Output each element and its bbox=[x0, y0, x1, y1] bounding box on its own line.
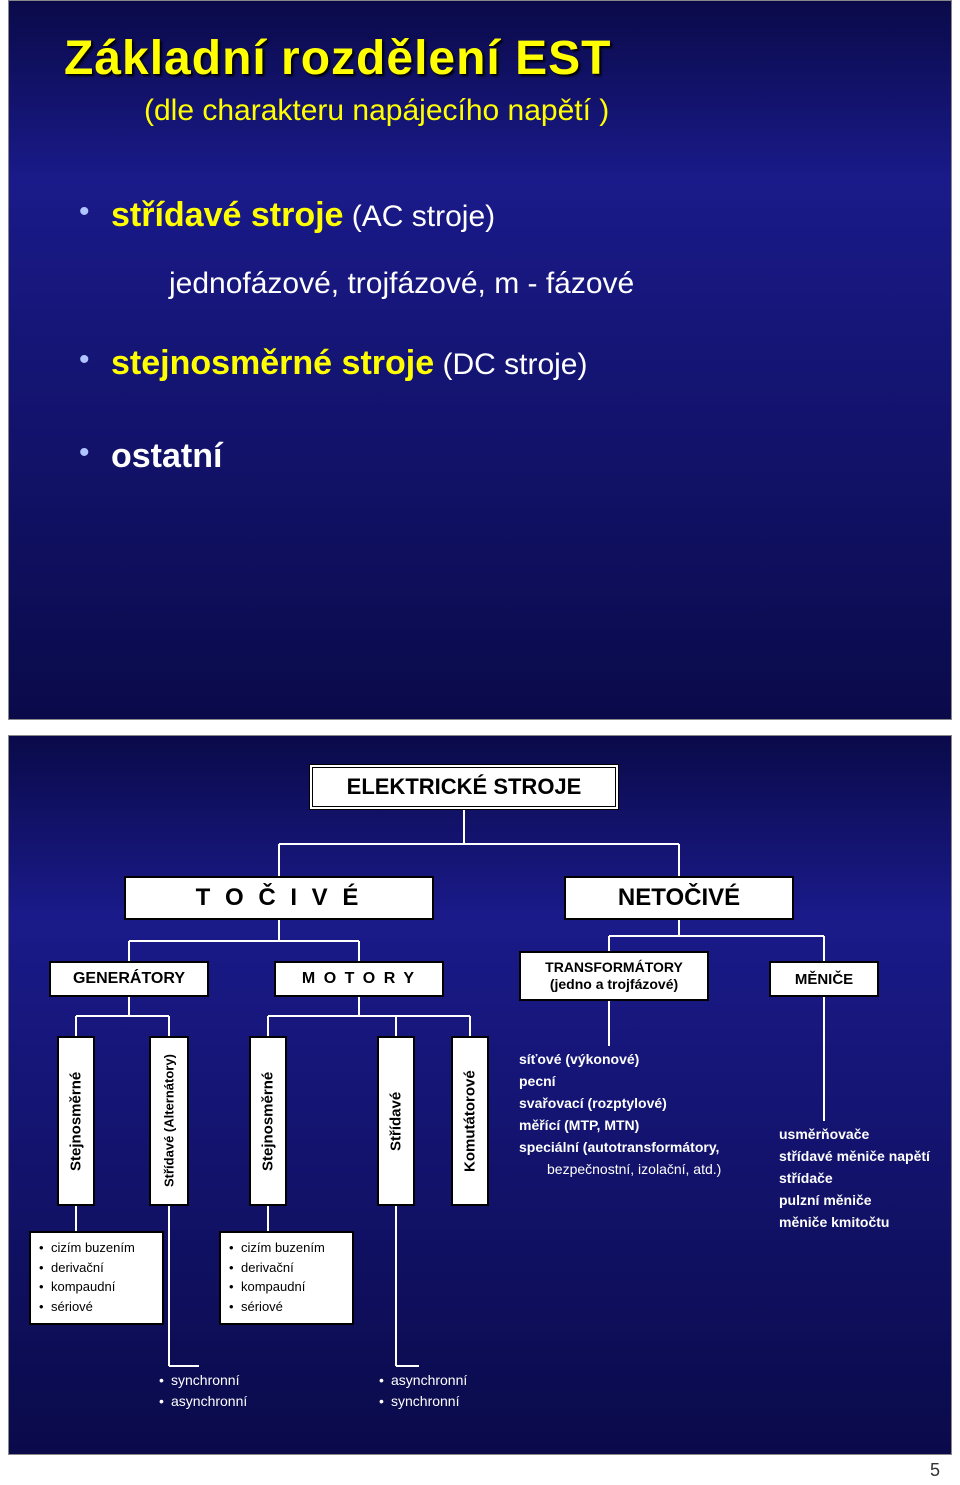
vbox-gen-stridave: Střídavé (Alternátory) bbox=[149, 1036, 189, 1206]
list-item: synchronní bbox=[379, 1392, 467, 1411]
list-item: derivační bbox=[229, 1259, 346, 1277]
list-item: pecní bbox=[519, 1073, 759, 1089]
list-sync1: synchronní asynchronní bbox=[159, 1371, 247, 1413]
vbox-gen-stejnosmerne: Stejnosměrné bbox=[57, 1036, 95, 1206]
page-number: 5 bbox=[930, 1460, 940, 1481]
list-item: měniče kmitočtu bbox=[779, 1214, 949, 1230]
list-item: ostatní bbox=[79, 429, 951, 483]
node-transformatory: TRANSFORMÁTORY (jedno a trojfázové) bbox=[519, 951, 709, 1001]
vbox-mot-stridave: Střídavé bbox=[377, 1036, 415, 1206]
list-item: stejnosměrné stroje (DC stroje) bbox=[79, 336, 951, 390]
list-item: kompaudní bbox=[229, 1278, 346, 1296]
list-item: kompaudní bbox=[39, 1278, 156, 1296]
slide-2: ELEKTRICKÉ STROJE T O Č I V É NETOČIVÉ G… bbox=[8, 735, 952, 1455]
slide-1: Základní rozdělení EST (dle charakteru n… bbox=[8, 0, 952, 720]
list-item: síťové (výkonové) bbox=[519, 1051, 759, 1067]
vbox-mot-stejnosmerne: Stejnosměrné bbox=[249, 1036, 287, 1206]
vbox-mot-komutatorove: Komutátorové bbox=[451, 1036, 489, 1206]
list-item: svařovací (rozptylové) bbox=[519, 1095, 759, 1111]
term-suffix: (DC stroje) bbox=[434, 348, 587, 381]
list-item: speciální (autotransformátory, bbox=[519, 1139, 759, 1155]
list-item: sériové bbox=[229, 1298, 346, 1316]
slide1-list: střídavé stroje (AC stroje) jednofázové,… bbox=[79, 188, 951, 483]
node-root: ELEKTRICKÉ STROJE bbox=[309, 764, 619, 810]
list-sync2: asynchronní synchronní bbox=[379, 1371, 467, 1413]
node-menice: MĚNIČE bbox=[769, 961, 879, 997]
term: stejnosměrné stroje bbox=[111, 344, 434, 382]
node-generatory: GENERÁTORY bbox=[49, 961, 209, 997]
list-item: bezpečnostní, izolační, atd.) bbox=[519, 1161, 759, 1177]
subline: jednofázové, trojfázové, m - fázové bbox=[79, 260, 951, 308]
term-suffix: (AC stroje) bbox=[343, 200, 495, 233]
list-item: pulzní měniče bbox=[779, 1192, 949, 1208]
list-item: střídavé měniče napětí bbox=[779, 1148, 949, 1164]
list-item: derivační bbox=[39, 1259, 156, 1277]
slide1-subtitle: (dle charakteru napájecího napětí ) bbox=[9, 86, 951, 128]
box-dc-mot-list: cizím buzením derivační kompaudní sériov… bbox=[219, 1231, 354, 1325]
list-item: synchronní bbox=[159, 1371, 247, 1390]
term: ostatní bbox=[111, 437, 222, 475]
list-item: střídavé stroje (AC stroje) bbox=[79, 188, 951, 242]
node-tocive: T O Č I V É bbox=[124, 876, 434, 920]
list-item: cizím buzením bbox=[229, 1239, 346, 1257]
list-menice: usměrňovače střídavé měniče napětí stříd… bbox=[779, 1126, 949, 1236]
list-item: měřící (MTP, MTN) bbox=[519, 1117, 759, 1133]
list-item: usměrňovače bbox=[779, 1126, 949, 1142]
list-item: střídače bbox=[779, 1170, 949, 1186]
node-motory: M O T O R Y bbox=[274, 961, 444, 997]
term: střídavé stroje bbox=[111, 196, 343, 234]
slide1-title: Základní rozdělení EST bbox=[9, 1, 951, 86]
list-transformatory: síťové (výkonové) pecní svařovací (rozpt… bbox=[519, 1051, 759, 1183]
box-dc-gen-list: cizím buzením derivační kompaudní sériov… bbox=[29, 1231, 164, 1325]
list-item: asynchronní bbox=[159, 1392, 247, 1411]
list-item: cizím buzením bbox=[39, 1239, 156, 1257]
list-item: asynchronní bbox=[379, 1371, 467, 1390]
list-item: sériové bbox=[39, 1298, 156, 1316]
node-netocive: NETOČIVÉ bbox=[564, 876, 794, 920]
